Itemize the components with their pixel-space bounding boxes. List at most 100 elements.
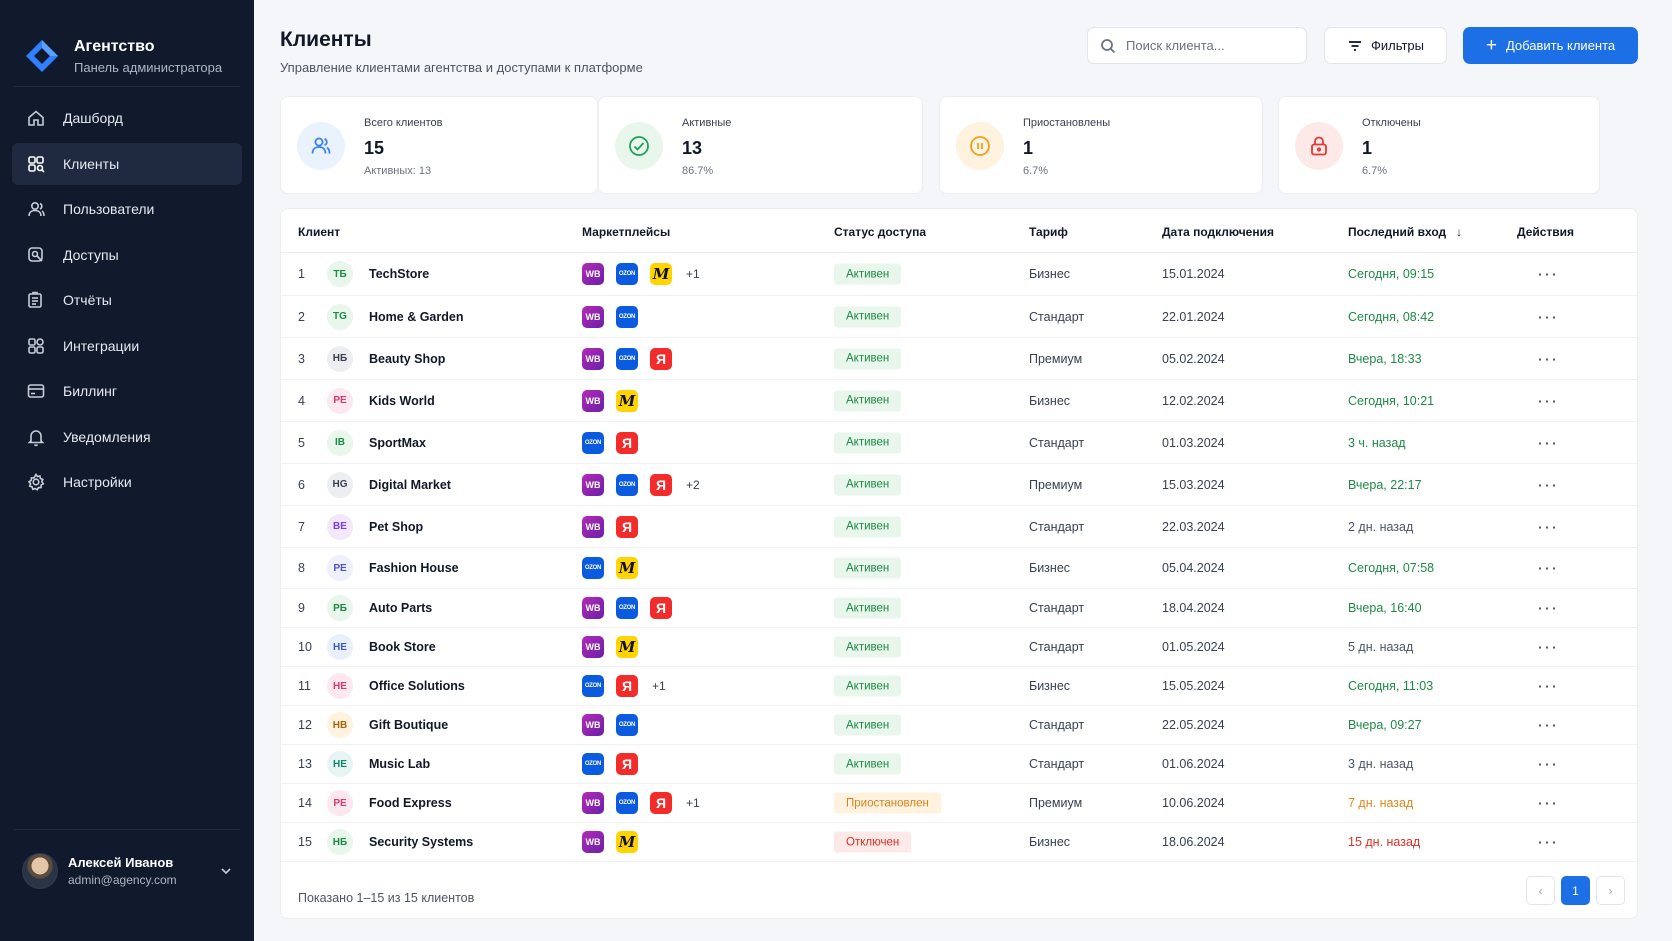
client-cell[interactable]: НЕ Music Lab (327, 751, 430, 777)
more-marketplaces[interactable]: +1 (686, 796, 700, 810)
client-name[interactable]: Auto Parts (369, 601, 433, 615)
client-cell[interactable]: TG Home & Garden (327, 303, 464, 330)
client-name[interactable]: Home & Garden (369, 309, 464, 324)
row-actions-icon[interactable]: ··· (1537, 714, 1558, 735)
sidebar-item-0[interactable]: Дашборд (12, 97, 242, 139)
status-badge: Активен (834, 390, 902, 411)
client-cell[interactable]: ТБ TechStore (327, 261, 429, 287)
client-name[interactable]: Gift Boutique (369, 718, 449, 732)
yandex-market-icon: M (616, 636, 638, 658)
sidebar-item-1[interactable]: Клиенты (12, 142, 242, 185)
client-name[interactable]: Digital Market (369, 477, 451, 492)
row-actions-icon[interactable]: ··· (1537, 432, 1558, 452)
client-cell[interactable]: НЕ Office Solutions (327, 673, 465, 699)
client-name[interactable]: Food Express (369, 796, 452, 810)
client-cell[interactable]: НБ Beauty Shop (327, 345, 446, 372)
chevron-down-icon[interactable] (220, 865, 232, 877)
client-cell[interactable]: НВ Gift Boutique (327, 712, 448, 738)
table-row[interactable]: 1 ТБ TechStore WB OZON M +1 Активен Бизнес 15.01.… (281, 253, 1637, 296)
row-actions-icon[interactable]: ··· (1537, 753, 1558, 774)
sidebar-item-4[interactable]: Отчёты (12, 279, 242, 321)
client-cell[interactable]: РЕ Kids World (327, 387, 435, 414)
next-page-button[interactable]: › (1596, 876, 1625, 905)
client-name[interactable]: SportMax (369, 435, 426, 450)
client-name[interactable]: Kids World (369, 393, 435, 408)
row-actions-icon[interactable]: ··· (1537, 557, 1558, 578)
col-client[interactable]: Клиент (298, 225, 341, 239)
table-row[interactable]: 8 РЕ Fashion House OZON M Активен Бизнес 05.04.… (281, 548, 1637, 589)
row-actions-icon[interactable]: ··· (1537, 516, 1558, 536)
row-actions-icon[interactable]: ··· (1537, 792, 1558, 813)
row-actions-icon[interactable]: ··· (1537, 831, 1558, 852)
row-actions-icon[interactable]: ··· (1537, 636, 1558, 657)
page-button-1[interactable]: 1 (1561, 876, 1590, 905)
sidebar-item-6[interactable]: Биллинг (12, 370, 242, 412)
add-client-button[interactable]: + Добавить клиента (1463, 27, 1638, 64)
sidebar-item-3[interactable]: Доступы (12, 234, 242, 276)
table-row[interactable]: 11 НЕ Office Solutions OZON Я +1 Активен Бизнес… (281, 667, 1637, 706)
sidebar-item-2[interactable]: Пользователи (12, 188, 242, 230)
client-name[interactable]: Beauty Shop (369, 351, 446, 366)
row-actions-icon[interactable]: ··· (1537, 348, 1558, 368)
row-actions-icon[interactable]: ··· (1537, 263, 1558, 284)
table-row[interactable]: 12 НВ Gift Boutique WB OZON Активен Стандарт 22… (281, 706, 1637, 745)
sidebar-item-5[interactable]: Интеграции (12, 325, 242, 367)
table-row[interactable]: 10 НЕ Book Store WB M Активен Стандарт 01.05.20… (281, 628, 1637, 667)
table-row[interactable]: 9 РБ Auto Parts WB OZON Я Активен Стандарт 18.04… (281, 589, 1637, 628)
brand[interactable]: Агентство Панель администратора (0, 0, 254, 86)
last-login: Сегодня, 07:58 (1348, 561, 1435, 575)
client-avatar: НЕ (327, 751, 353, 777)
table-row[interactable]: 14 РЕ Food Express WB OZON Я +1 Приостановлен Пр… (281, 784, 1637, 823)
client-cell[interactable]: ВЕ Pet Shop (327, 513, 424, 540)
table-row[interactable]: 5 ІВ SportMax OZON Я Активен Стандарт 01.03.202… (281, 422, 1637, 464)
client-cell[interactable]: НЕ Book Store (327, 634, 436, 660)
client-cell[interactable]: РЕ Food Express (327, 790, 452, 816)
client-name[interactable]: Security Systems (369, 835, 474, 849)
sort-arrow-icon[interactable]: ↓ (1456, 225, 1463, 239)
marketplaces-cell: WB OZON Я (582, 347, 684, 370)
wildberries-icon: WB (582, 515, 604, 538)
more-marketplaces[interactable]: +2 (686, 477, 700, 492)
client-name[interactable]: Music Lab (369, 757, 431, 771)
col-last-login[interactable]: Последний вход ↓ (1348, 225, 1462, 239)
client-name[interactable]: Pet Shop (369, 519, 424, 534)
more-marketplaces[interactable]: +1 (652, 679, 666, 693)
search-box[interactable] (1087, 27, 1307, 64)
client-cell[interactable]: ІВ SportMax (327, 429, 426, 456)
row-actions-icon[interactable]: ··· (1537, 390, 1558, 410)
table-row[interactable]: 3 НБ Beauty Shop WB OZON Я Активен Премиум 05.02… (281, 338, 1637, 380)
marketplaces-cell: OZON Я (582, 753, 650, 775)
sidebar-item-7[interactable]: Уведомления (12, 416, 242, 458)
table-row[interactable]: 6 НG Digital Market WB OZON Я +2 Активен Премиум… (281, 464, 1637, 506)
client-cell[interactable]: РБ Auto Parts (327, 595, 432, 621)
user-menu[interactable]: Алексей Иванов admin@agency.com (22, 851, 236, 891)
prev-page-button[interactable]: ‹ (1526, 876, 1555, 905)
sidebar-item-8[interactable]: Настройки (12, 461, 242, 503)
client-name[interactable]: TechStore (369, 267, 430, 281)
row-actions-icon[interactable]: ··· (1537, 675, 1558, 696)
table-row[interactable]: 2 TG Home & Garden WB OZON Активен Стандарт 22.… (281, 296, 1637, 338)
yandex-icon: Я (650, 347, 672, 370)
row-actions-icon[interactable]: ··· (1537, 306, 1558, 326)
client-cell[interactable]: РЕ Fashion House (327, 555, 459, 581)
client-name[interactable]: Book Store (369, 640, 436, 654)
more-marketplaces[interactable]: +1 (686, 267, 700, 281)
col-tariff[interactable]: Тариф (1029, 225, 1068, 239)
plus-icon: + (1485, 35, 1497, 56)
col-marketplaces[interactable]: Маркетплейсы (582, 225, 671, 239)
search-input[interactable] (1126, 38, 1286, 53)
sidebar: Агентство Панель администратора Дашборд К… (0, 0, 254, 941)
col-status[interactable]: Статус доступа (834, 225, 927, 239)
table-row[interactable]: 13 НЕ Music Lab OZON Я Активен Стандарт 01.06.2… (281, 745, 1637, 784)
table-row[interactable]: 4 РЕ Kids World WB M Активен Бизнес 12.02.2024 С… (281, 380, 1637, 422)
row-actions-icon[interactable]: ··· (1537, 474, 1558, 494)
filters-button[interactable]: Фильтры (1324, 27, 1447, 64)
table-row[interactable]: 15 НБ Security Systems WB M Отключен Бизнес 18.… (281, 823, 1637, 862)
client-name[interactable]: Fashion House (369, 561, 459, 575)
client-cell[interactable]: НG Digital Market (327, 471, 451, 498)
row-actions-icon[interactable]: ··· (1537, 597, 1558, 618)
client-cell[interactable]: НБ Security Systems (327, 829, 473, 855)
col-date[interactable]: Дата подключения (1162, 225, 1274, 239)
client-name[interactable]: Office Solutions (369, 679, 465, 693)
table-row[interactable]: 7 ВЕ Pet Shop WB Я Активен Стандарт 22.03.2024 2… (281, 506, 1637, 548)
